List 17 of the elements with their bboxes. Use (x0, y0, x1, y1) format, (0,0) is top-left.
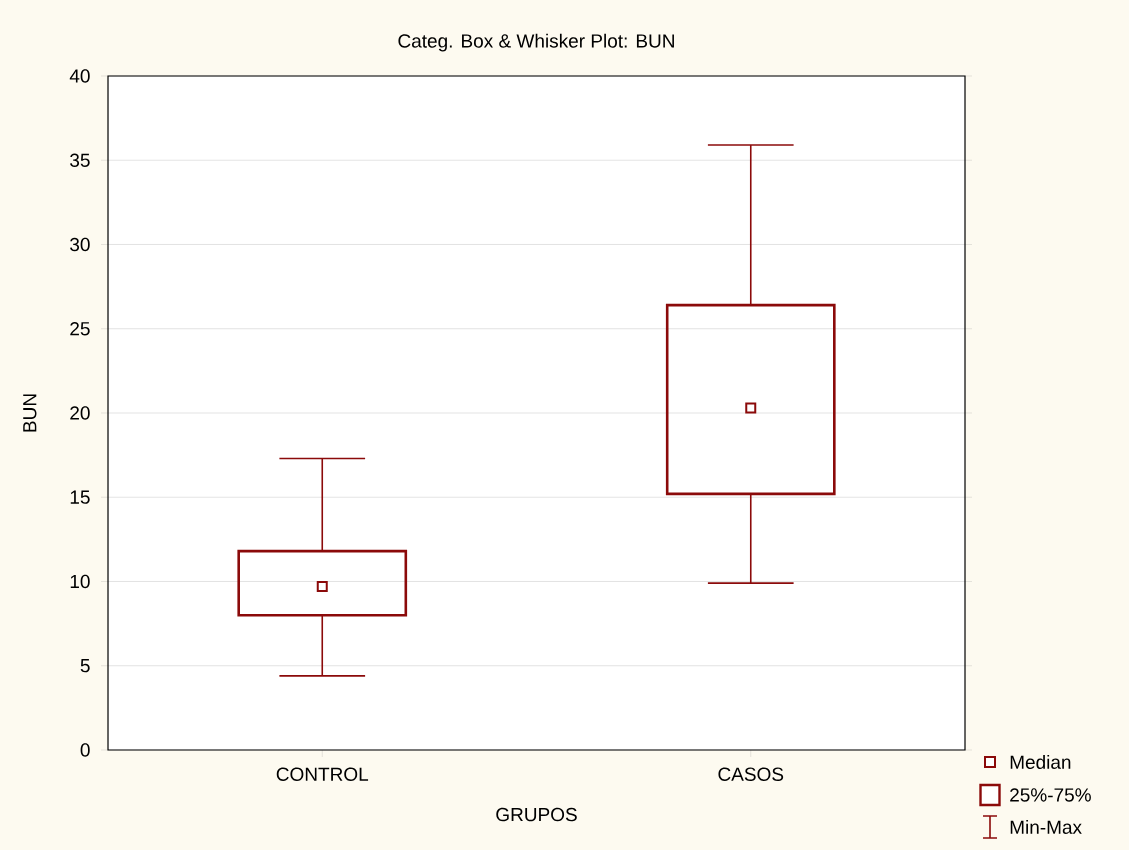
y-tick-label: 40 (69, 69, 90, 83)
text: Median (1010, 755, 1071, 769)
y-axis-title: BUN (23, 394, 37, 432)
x-tick-label: CONTROL (276, 767, 369, 781)
y-tick-label: 15 (70, 490, 90, 504)
y-tick-label: 10 (70, 574, 90, 589)
y-tick-label: 35 (70, 153, 90, 167)
x-tick-label: CASOS (718, 767, 784, 781)
y-tick-label: 30 (70, 237, 90, 252)
y-tick-label: 25 (70, 322, 90, 336)
chart-title: Categ. Box & Whisker Plot: BUN (398, 33, 674, 52)
y-tick-label: 5 (80, 659, 90, 673)
text: 25%-75% (1010, 788, 1091, 802)
text: Min-Max (1010, 820, 1082, 834)
x-axis-title: GRUPOS (496, 807, 577, 822)
y-tick-label: 20 (70, 406, 90, 420)
y-tick-label: 0 (80, 743, 90, 757)
